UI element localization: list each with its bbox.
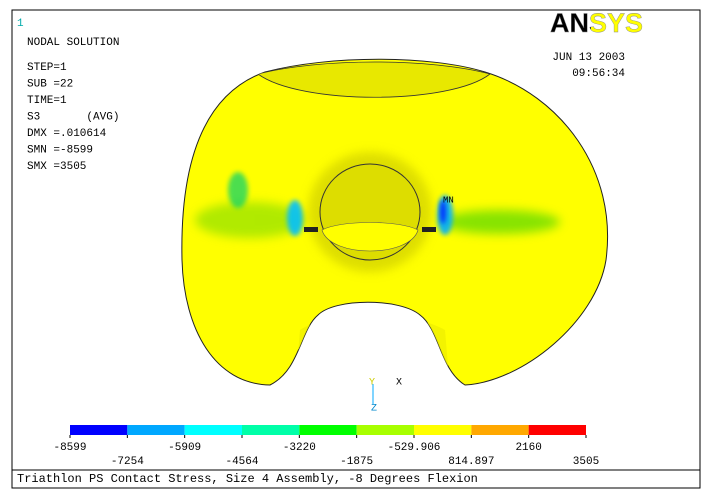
stress-zone xyxy=(440,210,560,234)
legend-segment xyxy=(299,425,357,435)
legend-label: 3505 xyxy=(573,456,599,468)
info-line: SMN =-8599 xyxy=(27,144,93,156)
legend-label: 2160 xyxy=(515,442,541,454)
info-line: DMX =.010614 xyxy=(27,128,107,140)
legend-segment xyxy=(70,425,128,435)
stress-zone xyxy=(440,200,446,224)
info-block: STEP=1 SUB =22 TIME=1 S3 (AVG) DMX =.010614 S… xyxy=(27,62,119,173)
post xyxy=(422,227,436,232)
info-line: TIME=1 xyxy=(27,95,67,107)
legend-segment xyxy=(356,425,414,435)
caption: Triathlon PS Contact Stress, Size 4 Asse… xyxy=(17,472,478,486)
info-line: STEP=1 xyxy=(27,62,67,74)
legend-label: 814.897 xyxy=(448,456,494,468)
legend-segment xyxy=(471,425,529,435)
legend-segment xyxy=(528,425,586,435)
legend-segment xyxy=(127,425,185,435)
stress-zone xyxy=(287,200,303,236)
triad-y: Y xyxy=(369,378,375,389)
stress-zone xyxy=(228,172,248,208)
legend-label: -7254 xyxy=(111,456,144,468)
legend-label: -8599 xyxy=(53,442,86,454)
info-line: S3 (AVG) xyxy=(27,111,119,123)
post xyxy=(304,227,318,232)
legend-segment xyxy=(242,425,300,435)
legend-label: -3220 xyxy=(283,442,316,454)
info-line: SUB =22 xyxy=(27,78,73,90)
contour-legend: -8599 -7254 -5909 -4564 -3220 -1875 -529.906 81… xyxy=(53,425,599,468)
triad: X Y Z xyxy=(369,378,402,415)
stress-zone xyxy=(195,202,305,238)
legend-segment xyxy=(184,425,242,435)
window-number: 1 xyxy=(17,18,24,30)
info-line: SMX =3505 xyxy=(27,161,86,173)
time: 09:56:34 xyxy=(572,68,625,80)
date: JUN 13 2003 xyxy=(552,52,625,64)
min-label: MN xyxy=(443,195,454,205)
heading: NODAL SOLUTION xyxy=(27,37,119,49)
legend-label: -529.906 xyxy=(388,442,441,454)
triad-x: X xyxy=(396,378,402,389)
triad-z: Z xyxy=(371,404,377,415)
legend-label: -1875 xyxy=(340,456,373,468)
legend-label: -5909 xyxy=(168,442,201,454)
anterior-lip xyxy=(257,61,491,98)
logo: ANSYS xyxy=(550,8,643,38)
legend-label: -4564 xyxy=(225,456,258,468)
legend-segment xyxy=(414,425,472,435)
hole-floor xyxy=(321,222,419,252)
